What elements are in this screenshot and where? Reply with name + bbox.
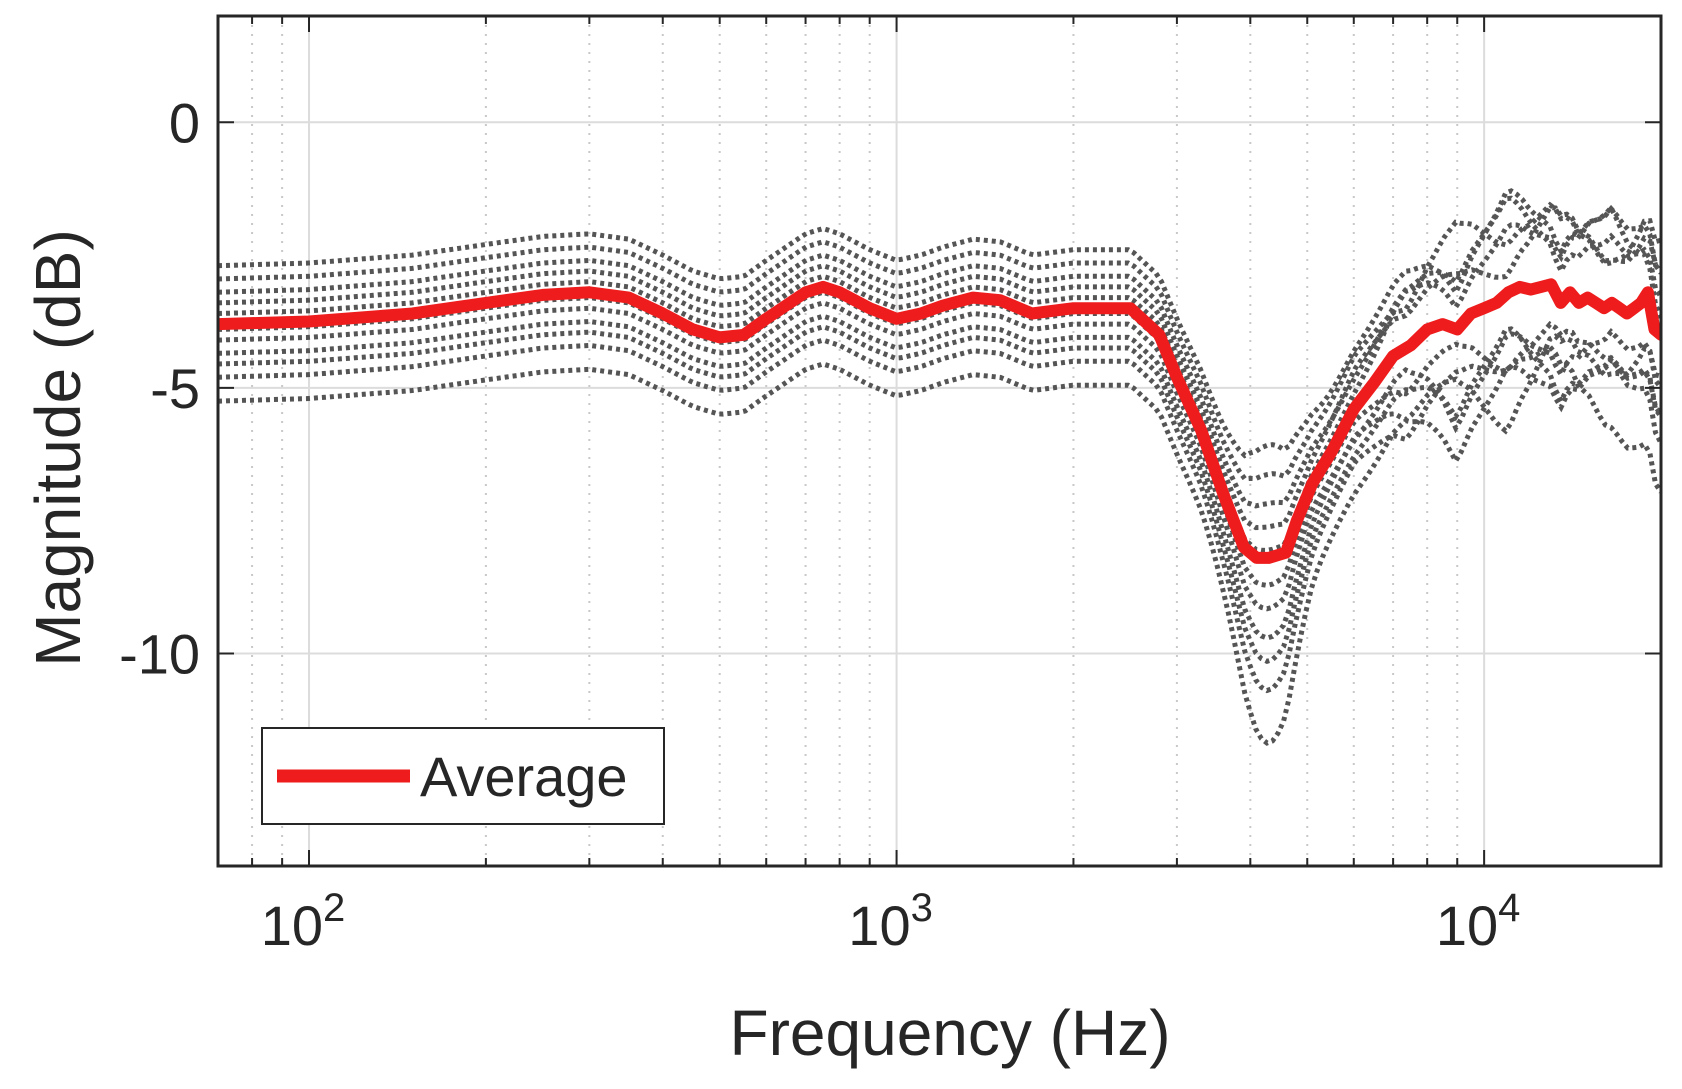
y-tick-label: -10 bbox=[119, 623, 200, 686]
individual-response-line bbox=[218, 203, 1661, 553]
average-line bbox=[218, 278, 1661, 564]
individual-response-line bbox=[218, 324, 1661, 664]
plot-frame bbox=[216, 14, 1663, 868]
individual-response-line bbox=[218, 204, 1661, 531]
individual-response-line bbox=[218, 195, 1661, 509]
tick-marks bbox=[218, 16, 1661, 866]
x-tick-label: 104 bbox=[1436, 886, 1521, 957]
legend: Average bbox=[261, 727, 665, 825]
x-tick-labels: 102 103 104 bbox=[261, 886, 1521, 957]
individual-response-line bbox=[218, 356, 1661, 746]
individual-response-line bbox=[218, 337, 1661, 694]
individual-response-line bbox=[218, 201, 1661, 482]
x-axis-label: Frequency (Hz) bbox=[730, 997, 1171, 1069]
y-tick-label: 0 bbox=[169, 91, 200, 154]
y-tick-label: -5 bbox=[150, 357, 200, 420]
y-axis-label: Magnitude (dB) bbox=[22, 229, 94, 667]
x-tick-label: 103 bbox=[848, 886, 933, 957]
legend-average-label: Average bbox=[420, 745, 628, 808]
x-tick-label: 102 bbox=[261, 886, 346, 957]
individual-response-line bbox=[218, 300, 1661, 612]
y-tick-labels: 0 -5 -10 bbox=[119, 91, 200, 685]
individual-response-line bbox=[218, 188, 1661, 459]
individual-response-line bbox=[218, 313, 1661, 641]
plot-area bbox=[218, 16, 1661, 866]
grid bbox=[218, 16, 1661, 866]
average-series bbox=[218, 278, 1661, 564]
